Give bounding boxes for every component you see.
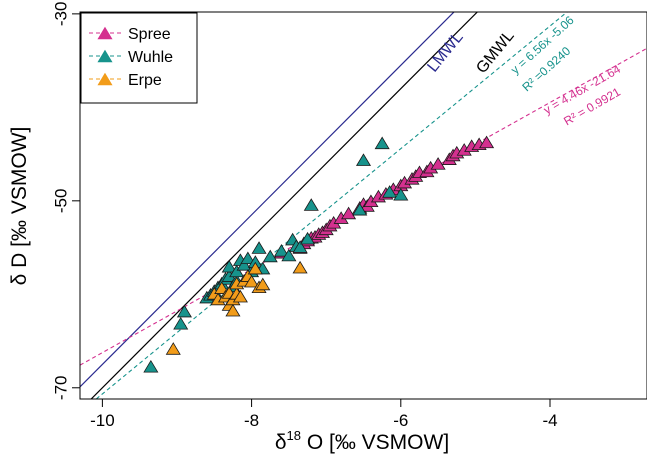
y-tick-label: -50 xyxy=(51,189,70,214)
point-wuhle xyxy=(173,316,189,330)
point-wuhle xyxy=(382,185,398,198)
y-tick-label: -70 xyxy=(51,375,70,400)
y-axis-label: δ D [‰ VSMOW] xyxy=(8,127,31,286)
legend-marker-wuhle xyxy=(97,49,113,63)
point-wuhle xyxy=(352,202,368,216)
point-wuhle xyxy=(273,244,289,257)
point-erpe xyxy=(255,277,271,291)
point-spree xyxy=(430,157,446,170)
point-wuhle xyxy=(236,258,252,271)
x-tick-label: -4 xyxy=(542,411,557,430)
point-spree xyxy=(341,206,357,220)
point-erpe xyxy=(292,260,308,274)
point-erpe xyxy=(244,274,260,288)
y-tick-label: -30 xyxy=(51,2,70,27)
point-wuhle xyxy=(303,198,319,211)
regression-lines xyxy=(80,12,647,399)
point-spree xyxy=(479,135,495,149)
point-erpe xyxy=(225,303,241,317)
x-tick-label: -10 xyxy=(90,411,115,430)
legend-marker-erpe xyxy=(97,72,113,86)
plot-frame xyxy=(79,11,647,400)
point-erpe xyxy=(232,289,248,303)
point-wuhle xyxy=(251,241,267,254)
point-wuhle xyxy=(176,304,192,318)
point-wuhle xyxy=(143,359,159,373)
point-wuhle xyxy=(221,259,237,273)
point-wuhle xyxy=(240,251,256,265)
point-wuhle xyxy=(393,187,409,201)
legend: Spree Wuhle Erpe xyxy=(80,12,198,104)
x-axis-label-superscript: 18 xyxy=(287,428,301,443)
legend-label-wuhle: Wuhle xyxy=(128,49,173,66)
line-gmwl xyxy=(90,12,479,399)
line-wuhle-fit xyxy=(95,12,568,399)
point-erpe xyxy=(247,261,263,275)
point-erpe xyxy=(165,342,181,355)
legend-marker-spree xyxy=(97,26,113,40)
legend-label-erpe: Erpe xyxy=(128,72,162,89)
x-tick-label: -6 xyxy=(393,411,408,430)
x-axis-label: δ18 O [‰ VSMOW] xyxy=(275,428,449,454)
x-axis-label-delta: δ xyxy=(275,431,287,454)
x-axis-label-rest: O [‰ VSMOW] xyxy=(301,431,449,454)
point-wuhle xyxy=(262,249,278,263)
data-points xyxy=(143,135,495,373)
axes: -10 -8 -6 -4 -30 -50 -70 xyxy=(51,2,557,430)
x-tick-label: -8 xyxy=(244,411,259,430)
point-wuhle xyxy=(281,248,297,262)
point-wuhle xyxy=(355,153,372,166)
point-wuhle xyxy=(374,136,390,150)
point-wuhle xyxy=(300,231,316,245)
point-wuhle xyxy=(292,240,308,253)
line-lmwl xyxy=(80,12,455,388)
legend-label-spree: Spree xyxy=(128,26,171,43)
